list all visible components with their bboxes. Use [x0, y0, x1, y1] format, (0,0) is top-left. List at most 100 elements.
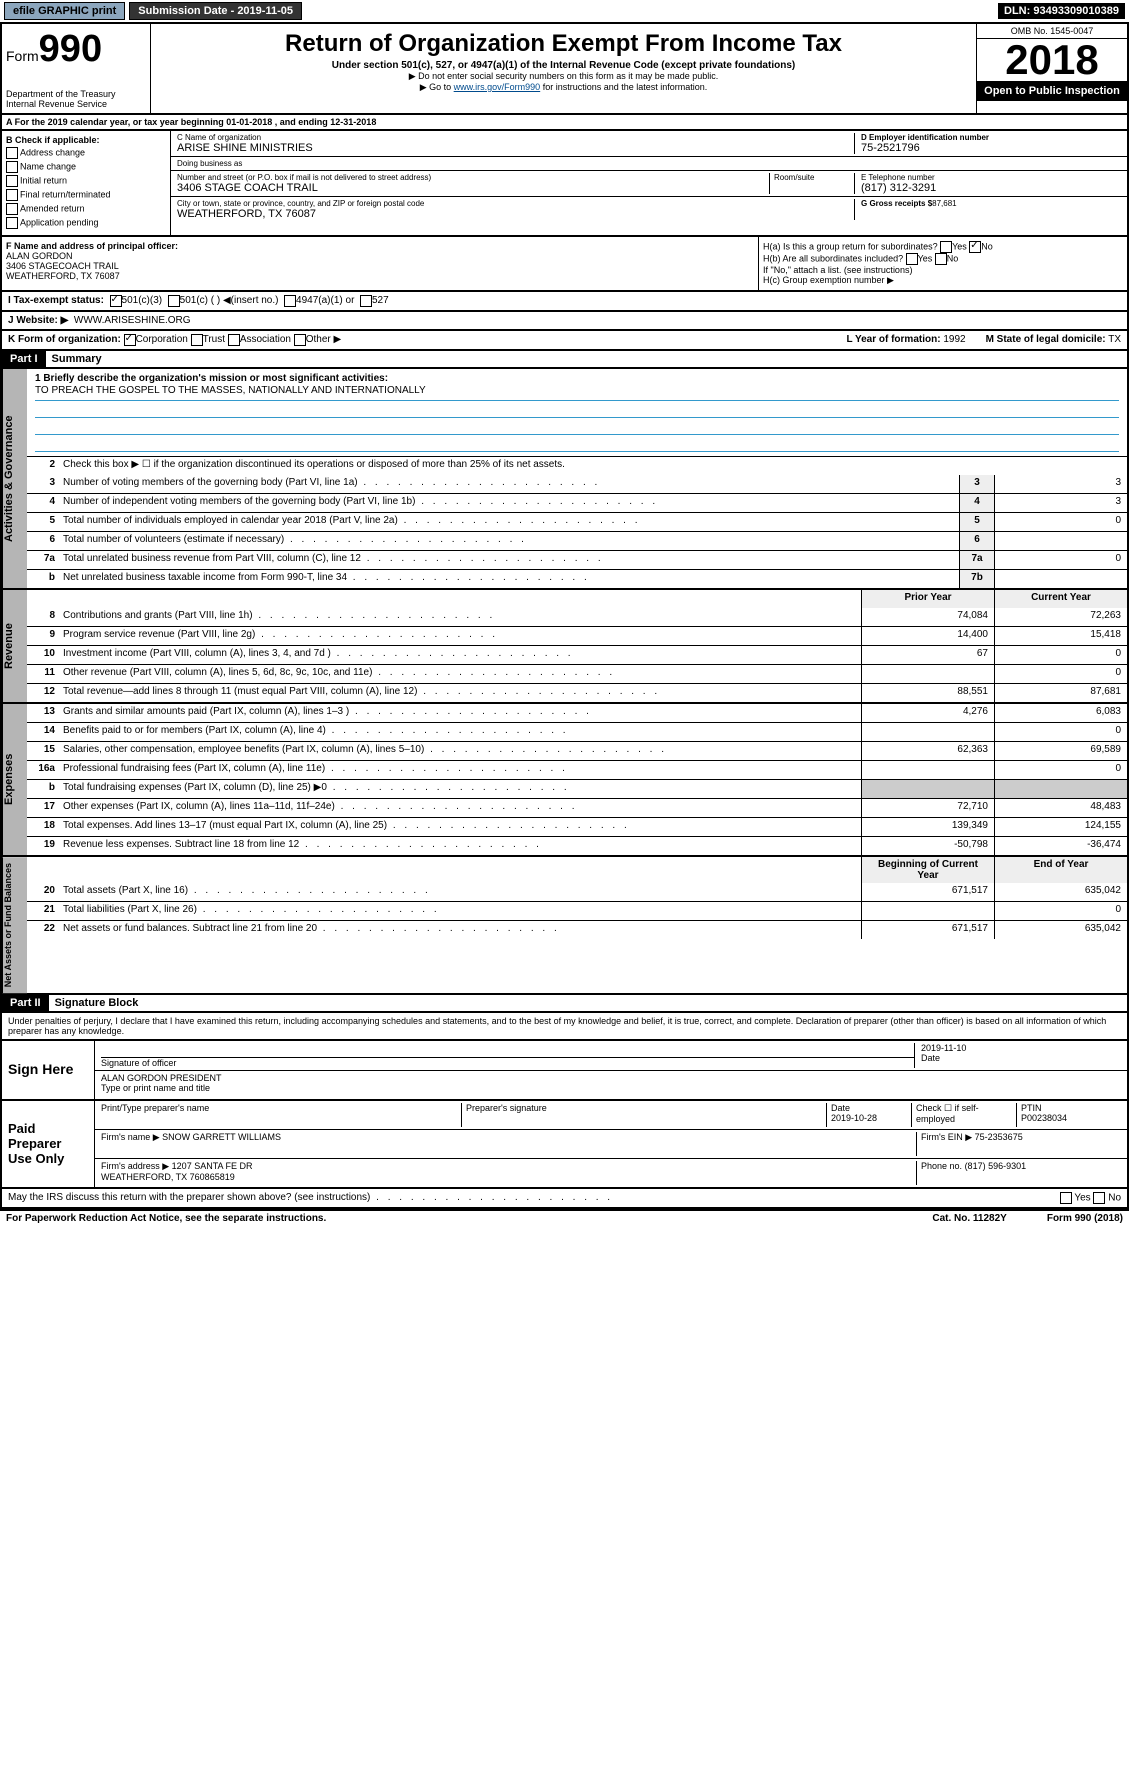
vtab-governance: Activities & Governance [2, 369, 27, 588]
open-public-badge: Open to Public Inspection [977, 81, 1127, 101]
gross-receipts-value: 87,681 [932, 199, 956, 208]
discuss-yes[interactable] [1060, 1192, 1072, 1204]
checkbox-final-return[interactable] [6, 189, 18, 201]
dln-label: DLN: 93493309010389 [998, 3, 1125, 19]
table-row: bNet unrelated business taxable income f… [27, 569, 1127, 588]
ha-no[interactable] [969, 241, 981, 253]
box-b: B Check if applicable: Address change Na… [2, 131, 171, 235]
cat-number: Cat. No. 11282Y [932, 1213, 1006, 1224]
efile-button[interactable]: efile GRAPHIC print [4, 2, 125, 20]
discuss-no[interactable] [1093, 1192, 1105, 1204]
check-other[interactable] [294, 334, 306, 346]
checkbox-amended[interactable] [6, 203, 18, 215]
hb-label: H(b) Are all subordinates included? [763, 253, 903, 263]
sign-here-label: Sign Here [2, 1041, 95, 1099]
tax-status-label: I Tax-exempt status: [8, 295, 104, 307]
firm-ein: 75-2353675 [975, 1132, 1023, 1142]
table-row: 7aTotal unrelated business revenue from … [27, 550, 1127, 569]
col-prior: Prior Year [861, 590, 994, 608]
table-row: 9Program service revenue (Part VIII, lin… [27, 626, 1127, 645]
checkbox-pending[interactable] [6, 217, 18, 229]
address-value: 3406 STAGE COACH TRAIL [177, 182, 769, 194]
table-row: 22Net assets or fund balances. Subtract … [27, 920, 1127, 939]
gross-receipts-label: G Gross receipts $ [861, 199, 932, 208]
part1-title: Summary [46, 351, 108, 367]
vtab-expenses: Expenses [2, 704, 27, 855]
table-row: 20Total assets (Part X, line 16)671,5176… [27, 883, 1127, 901]
website-label: J Website: ▶ [8, 315, 68, 326]
officer-printed-name: ALAN GORDON PRESIDENT [101, 1073, 1121, 1083]
check-4947[interactable] [284, 295, 296, 307]
checkbox-address-change[interactable] [6, 147, 18, 159]
room-label: Room/suite [774, 173, 854, 182]
irs-link[interactable]: www.irs.gov/Form990 [454, 82, 541, 92]
vtab-revenue: Revenue [2, 590, 27, 702]
table-row: 15Salaries, other compensation, employee… [27, 741, 1127, 760]
officer-addr2: WEATHERFORD, TX 76087 [6, 271, 120, 281]
website-value: WWW.ARISESHINE.ORG [74, 315, 191, 326]
table-row: 16aProfessional fundraising fees (Part I… [27, 760, 1127, 779]
check-527[interactable] [360, 295, 372, 307]
table-row: 8Contributions and grants (Part VIII, li… [27, 608, 1127, 626]
city-label: City or town, state or province, country… [177, 199, 854, 208]
ha-label: H(a) Is this a group return for subordin… [763, 241, 938, 251]
col-begin: Beginning of Current Year [861, 857, 994, 883]
table-row: 5Total number of individuals employed in… [27, 512, 1127, 531]
dba-label: Doing business as [177, 159, 1121, 168]
firm-name: SNOW GARRETT WILLIAMS [162, 1132, 281, 1142]
table-row: 18Total expenses. Add lines 13–17 (must … [27, 817, 1127, 836]
table-row: 17Other expenses (Part IX, column (A), l… [27, 798, 1127, 817]
form-footer: Form 990 (2018) [1047, 1213, 1123, 1224]
checkbox-name-change[interactable] [6, 161, 18, 173]
ein-value: 75-2521796 [861, 142, 1121, 154]
table-row: 3Number of voting members of the governi… [27, 475, 1127, 493]
form-number-box: Form990 Department of the Treasury Inter… [2, 24, 151, 113]
table-row: 14Benefits paid to or for members (Part … [27, 722, 1127, 741]
hb-no[interactable] [935, 253, 947, 265]
sig-date: 2019-11-10 [921, 1043, 1121, 1053]
ha-yes[interactable] [940, 241, 952, 253]
tax-year: 2018 [977, 39, 1127, 81]
table-row: 21Total liabilities (Part X, line 26)0 [27, 901, 1127, 920]
officer-label: F Name and address of principal officer: [6, 241, 178, 251]
check-trust[interactable] [191, 334, 203, 346]
org-name: ARISE SHINE MINISTRIES [177, 142, 854, 154]
subtitle-1: Under section 501(c), 527, or 4947(a)(1)… [159, 60, 968, 71]
hb2-label: If "No," attach a list. (see instruction… [763, 265, 1123, 275]
officer-name: ALAN GORDON [6, 251, 73, 261]
sig-date-label: Date [921, 1053, 940, 1063]
check-corp[interactable] [124, 334, 136, 346]
check-501c[interactable] [168, 295, 180, 307]
check-assoc[interactable] [228, 334, 240, 346]
address-label: Number and street (or P.O. box if mail i… [177, 173, 769, 182]
paid-preparer-label: Paid Preparer Use Only [2, 1101, 95, 1187]
form-org-label: K Form of organization: [8, 334, 121, 346]
sig-officer-label: Signature of officer [101, 1058, 176, 1068]
hb-yes[interactable] [906, 253, 918, 265]
subtitle-3: ▶ Go to www.irs.gov/Form990 for instruct… [159, 82, 968, 93]
department-label: Department of the Treasury Internal Reve… [6, 89, 146, 109]
table-row: 12Total revenue—add lines 8 through 11 (… [27, 683, 1127, 702]
check-501c3[interactable] [110, 295, 122, 307]
domicile-state: TX [1108, 334, 1121, 345]
table-row: bTotal fundraising expenses (Part IX, co… [27, 779, 1127, 798]
city-value: WEATHERFORD, TX 76087 [177, 208, 854, 220]
officer-addr1: 3406 STAGECOACH TRAIL [6, 261, 119, 271]
table-row: 10Investment income (Part VIII, column (… [27, 645, 1127, 664]
pra-notice: For Paperwork Reduction Act Notice, see … [6, 1213, 326, 1224]
org-name-label: C Name of organization [177, 133, 854, 142]
table-row: 6Total number of volunteers (estimate if… [27, 531, 1127, 550]
section-a: A For the 2019 calendar year, or tax yea… [0, 115, 1129, 131]
officer-name-label: Type or print name and title [101, 1083, 210, 1093]
part2-header: Part II [2, 995, 49, 1011]
prep-phone: (817) 596-9301 [965, 1161, 1027, 1171]
line2-text: Check this box ▶ ☐ if the organization d… [59, 457, 1127, 475]
mission-text: TO PREACH THE GOSPEL TO THE MASSES, NATI… [35, 384, 1119, 401]
table-row: 4Number of independent voting members of… [27, 493, 1127, 512]
phone-value: (817) 312-3291 [861, 182, 1121, 194]
ein-label: D Employer identification number [861, 133, 989, 142]
phone-label: E Telephone number [861, 173, 1121, 182]
checkbox-initial-return[interactable] [6, 175, 18, 187]
table-row: 11Other revenue (Part VIII, column (A), … [27, 664, 1127, 683]
prep-date: 2019-10-28 [831, 1113, 877, 1123]
